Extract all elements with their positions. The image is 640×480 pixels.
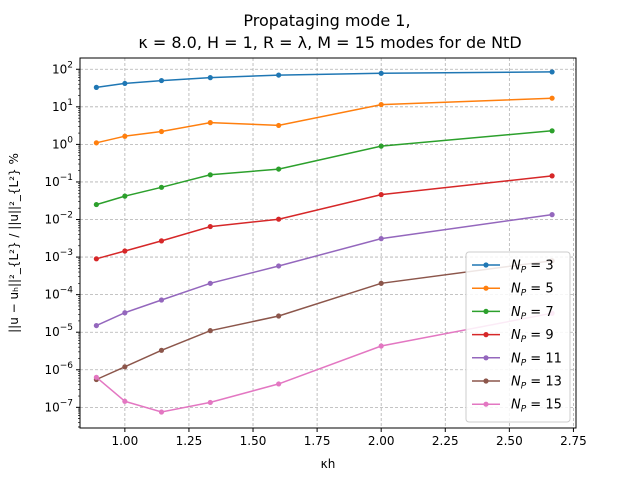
x-tick-label: 1.00 — [111, 434, 138, 448]
data-point — [158, 409, 165, 415]
y-tick-label: 10−7 — [44, 398, 73, 414]
data-point — [549, 95, 555, 101]
data-point — [122, 133, 128, 139]
data-point — [207, 75, 213, 81]
data-point — [158, 297, 165, 303]
series-layer — [93, 69, 555, 415]
x-axis-label: κh — [321, 457, 336, 471]
x-tick-label: 1.75 — [304, 434, 331, 448]
data-point — [207, 223, 213, 230]
y-axis-label: ||u − uₕ||²_{L²} / ||u||²_{L²} % — [7, 153, 21, 333]
legend-entry: NP = 15 — [511, 398, 562, 415]
data-point — [378, 280, 384, 286]
data-point — [276, 122, 282, 129]
data-point — [93, 374, 99, 380]
data-point — [122, 398, 128, 404]
data-point — [207, 328, 213, 334]
y-axis-ticks: 102 101 100 10−1 10−2 10−3 10−4 10−5 10−6 10−7 — [44, 60, 80, 428]
legend-marker — [483, 332, 489, 338]
series-3 — [93, 69, 555, 90]
data-point — [122, 248, 128, 254]
y-tick-label: 10−4 — [44, 286, 73, 302]
data-point — [276, 72, 282, 78]
x-tick-label: 2.00 — [368, 434, 395, 448]
data-point — [158, 128, 165, 135]
x-tick-label: 2.50 — [496, 434, 523, 448]
data-point — [549, 173, 555, 179]
data-point — [122, 364, 128, 370]
data-point — [158, 77, 165, 84]
y-tick-label: 10−6 — [44, 361, 73, 377]
legend-marker — [483, 308, 489, 314]
data-point — [93, 322, 99, 329]
data-point — [158, 347, 165, 353]
data-point — [378, 343, 384, 349]
legend-entry: NP = 9 — [511, 328, 554, 345]
y-tick-label: 10−5 — [44, 323, 73, 339]
data-point — [276, 381, 282, 387]
data-point — [207, 280, 213, 286]
data-point — [122, 310, 128, 316]
x-tick-label: 2.75 — [560, 434, 587, 448]
legend-marker — [483, 401, 489, 407]
data-point — [207, 172, 213, 178]
legend-box — [465, 251, 571, 423]
y-tick-label: 102 — [52, 60, 73, 76]
series-13 — [93, 258, 555, 383]
data-point — [378, 70, 384, 76]
chart-subtitle: κ = 8.0, H = 1, R = λ, M = 15 modes for … — [138, 33, 521, 52]
data-point — [378, 236, 384, 242]
series-7 — [93, 128, 555, 208]
data-point — [549, 69, 555, 75]
data-point — [93, 140, 99, 146]
legend-marker — [483, 262, 489, 268]
data-point — [207, 399, 213, 406]
data-point — [549, 128, 555, 134]
legend-entry: NP = 7 — [511, 305, 554, 322]
x-tick-label: 1.50 — [240, 434, 267, 448]
data-point — [276, 166, 282, 172]
series-9 — [93, 173, 555, 262]
y-tick-label: 101 — [52, 98, 73, 114]
y-tick-label: 10−3 — [44, 248, 73, 264]
data-point — [93, 201, 99, 208]
grid-lines — [80, 58, 576, 428]
data-point — [549, 212, 555, 218]
series-5 — [93, 95, 555, 146]
legend-entry: NP = 3 — [511, 259, 554, 276]
legend-marker — [483, 285, 489, 291]
data-point — [378, 143, 384, 149]
data-point — [93, 84, 99, 90]
data-point — [158, 184, 165, 190]
plot-frame — [79, 57, 577, 429]
y-tick-label: 100 — [52, 135, 73, 151]
y-tick-label: 10−2 — [44, 211, 73, 227]
data-point — [276, 216, 282, 222]
legend: NP = 3 NP = 5 NP = 7 NP = 9 NP = 11 NP = 13 NP… — [465, 251, 571, 423]
data-point — [93, 256, 99, 262]
x-tick-label: 2.25 — [432, 434, 459, 448]
chart-title: Propataging mode 1, — [243, 11, 410, 30]
data-point — [122, 80, 128, 87]
data-point — [378, 192, 384, 198]
series-11 — [93, 212, 555, 329]
data-point — [158, 238, 165, 244]
legend-entry: NP = 5 — [511, 282, 554, 299]
x-axis-ticks: 1.00 1.25 1.50 1.75 2.00 2.25 2.50 2.75 — [111, 428, 587, 448]
legend-entry: NP = 13 — [511, 375, 562, 392]
legend-marker — [483, 378, 489, 384]
data-point — [276, 313, 282, 319]
data-point — [276, 263, 282, 269]
y-tick-label: 10−1 — [44, 173, 73, 189]
x-tick-label: 1.25 — [176, 434, 203, 448]
data-point — [122, 193, 128, 199]
data-point — [378, 101, 384, 108]
legend-entry: NP = 11 — [511, 351, 562, 368]
legend-marker — [483, 355, 489, 361]
data-point — [207, 120, 213, 126]
